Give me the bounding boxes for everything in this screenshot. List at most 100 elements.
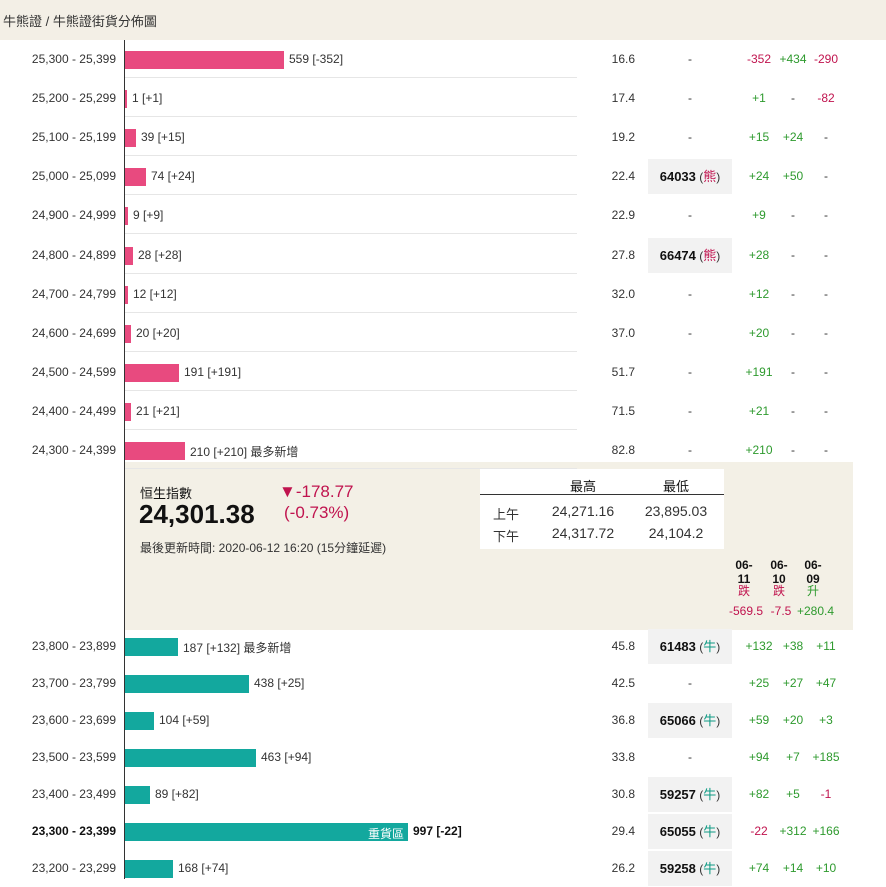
daily-change-c3: -1 <box>820 787 832 801</box>
daily-change-c2: - <box>791 325 795 340</box>
warrant-number[interactable]: 66474 <box>659 247 696 263</box>
empty-code: - <box>688 52 692 66</box>
pm-high: 24,317.72 <box>551 525 615 541</box>
daily-change-c3: - <box>824 130 828 145</box>
warrant-code[interactable]: 59258 (牛) <box>648 851 732 886</box>
row-divider <box>125 468 577 469</box>
day-direction: 升 <box>806 584 819 598</box>
outstanding-qty: 28 [+28] <box>138 247 182 262</box>
warrant-code: - <box>648 81 732 116</box>
row-divider <box>125 272 577 274</box>
strike-range: 25,200 - 25,299 <box>31 91 116 106</box>
strike-price: 22.9 <box>611 208 635 223</box>
daily-change-c3: +185 <box>812 750 840 764</box>
warrant-code: - <box>648 316 732 351</box>
am-label: 上午 <box>493 507 520 522</box>
strike-price: 26.2 <box>611 861 635 875</box>
bull-bar <box>125 749 256 767</box>
empty-code: - <box>688 286 692 301</box>
bear-bar <box>125 168 146 187</box>
warrant-number[interactable]: 61483 <box>659 639 696 654</box>
empty-code: - <box>688 130 692 145</box>
day-change: -7.5 <box>770 604 792 618</box>
low-header: 最低 <box>662 479 689 494</box>
daily-change-c2: +312 <box>779 824 807 838</box>
chart-axis <box>124 40 125 879</box>
daily-change-c2: - <box>791 364 795 379</box>
daily-change-c3: +47 <box>815 676 837 690</box>
warrant-code: - <box>648 42 732 77</box>
outstanding-qty: 74 [+24] <box>151 169 195 184</box>
strike-price: 42.5 <box>611 676 635 690</box>
warrant-type: 熊 <box>703 169 717 185</box>
daily-change-c3: +166 <box>812 824 840 838</box>
daily-change-c2: - <box>791 443 795 457</box>
table-row: 25,000 - 25,099 74 [+24] 22.4 64033 (熊) +24 +… <box>0 158 886 196</box>
warrant-code[interactable]: 59257 (牛) <box>648 777 732 812</box>
outstanding-qty: 12 [+12] <box>133 286 177 301</box>
warrant-code[interactable]: 65066 (牛) <box>648 703 732 738</box>
row-divider <box>125 389 577 391</box>
daily-change-c3: +10 <box>815 861 837 875</box>
strike-range: 23,300 - 23,399 <box>31 824 116 838</box>
bull-bar <box>125 638 178 656</box>
warrant-code[interactable]: 65055 (牛) <box>648 814 732 849</box>
bull-bar <box>125 860 173 878</box>
daily-change-c1: +25 <box>748 676 770 690</box>
breadcrumb-bar: 牛熊證 / 牛熊證街貨分佈圖 <box>0 0 886 40</box>
table-row: 24,800 - 24,899 28 [+28] 27.8 66474 (熊) +28 -… <box>0 237 886 274</box>
daily-change-c2: - <box>791 247 795 262</box>
warrant-number[interactable]: 65066 <box>659 713 696 728</box>
daily-change-c1: +191 <box>745 364 773 379</box>
table-row: 23,400 - 23,499 89 [+82] 30.8 59257 (牛) +82 +… <box>0 776 886 813</box>
strike-price: 37.0 <box>611 325 635 340</box>
row-divider <box>125 233 577 235</box>
outstanding-qty: 463 [+94] <box>261 750 312 764</box>
table-row: 24,400 - 24,499 21 [+21] 71.5 - +21 - - <box>0 393 886 430</box>
outstanding-qty: 39 [+15] <box>141 130 185 145</box>
row-divider <box>125 350 577 352</box>
warrant-number[interactable]: 65055 <box>659 824 696 839</box>
outstanding-qty: 210 [+210] 最多新增 <box>190 445 299 459</box>
bear-bar <box>125 324 131 343</box>
strike-price: 16.6 <box>611 52 635 66</box>
warrant-type: 牛 <box>703 639 717 654</box>
strike-price: 32.0 <box>611 286 635 301</box>
day-date: 06-10 <box>770 558 788 586</box>
empty-code: - <box>688 208 692 223</box>
bear-bar <box>125 442 185 460</box>
strike-price: 30.8 <box>611 787 635 801</box>
warrant-code[interactable]: 61483 (牛) <box>648 629 732 664</box>
table-row: 23,300 - 23,399 重貨區 997 [-22] 29.4 65055 (牛)… <box>0 813 886 850</box>
daily-change-c3: - <box>824 403 828 418</box>
row-divider <box>125 116 577 118</box>
outstanding-qty: 21 [+21] <box>136 403 180 418</box>
strike-range: 24,500 - 24,599 <box>31 364 116 379</box>
daily-change-c1: +210 <box>745 443 773 457</box>
day-change: -569.5 <box>728 604 764 618</box>
daily-change-c2: - <box>791 91 795 106</box>
warrant-number[interactable]: 59257 <box>659 787 696 802</box>
table-row: 25,300 - 25,399 559 [-352] 16.6 - -352 +434 -2… <box>0 41 886 78</box>
bear-bar <box>125 90 127 109</box>
warrant-code[interactable]: 66474 (熊) <box>648 237 732 273</box>
table-row: 24,600 - 24,699 20 [+20] 37.0 - +20 - - <box>0 315 886 352</box>
daily-change-c1: -22 <box>750 824 768 838</box>
daily-change-c1: +74 <box>748 861 770 875</box>
daily-change-c1: +24 <box>748 169 770 184</box>
pm-low: 24,104.2 <box>648 525 704 541</box>
daily-change-c2: +7 <box>786 750 800 764</box>
warrant-code[interactable]: 64033 (熊) <box>648 159 732 195</box>
strike-range: 24,700 - 24,799 <box>31 286 116 301</box>
warrant-number[interactable]: 64033 <box>659 169 696 185</box>
warrant-code: - <box>648 433 732 468</box>
breadcrumb: 牛熊證 / 牛熊證街貨分佈圖 <box>3 14 157 29</box>
warrant-number[interactable]: 59258 <box>659 861 696 876</box>
strike-range: 24,300 - 24,399 <box>31 443 116 457</box>
daily-change-c2: - <box>791 286 795 301</box>
index-change: ▼-178.77 <box>279 482 354 501</box>
strike-price: 51.7 <box>611 364 635 379</box>
strike-range: 24,400 - 24,499 <box>31 403 116 418</box>
daily-change-c2: +38 <box>782 639 804 653</box>
strike-range: 24,900 - 24,999 <box>31 208 116 223</box>
